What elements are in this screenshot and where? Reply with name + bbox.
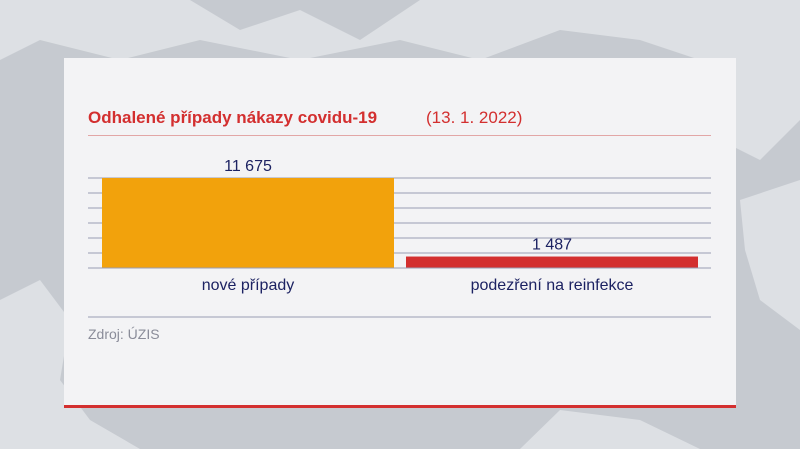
bars xyxy=(102,178,698,268)
chart-title: Odhalené případy nákazy covidu-19 xyxy=(88,108,378,127)
bar-2 xyxy=(406,256,698,268)
chart-card: Odhalené případy nákazy covidu-19 (13. 1… xyxy=(64,58,736,408)
source-note: Zdroj: ÚZIS xyxy=(88,326,160,342)
category-label: podezření na reinfekce xyxy=(471,277,634,294)
category-label: nové případy xyxy=(202,277,295,294)
chart-date: (13. 1. 2022) xyxy=(426,108,523,127)
value-label: 1 487 xyxy=(532,237,572,254)
bar-chart: 11 675 nové případy 1 487 podezření na rein… xyxy=(88,158,711,318)
card-bottom-line xyxy=(64,405,736,408)
title-divider xyxy=(88,135,711,136)
labels: 11 675 nové případy 1 487 podezření na rein… xyxy=(202,158,634,294)
value-label: 11 675 xyxy=(224,158,272,175)
bar-1 xyxy=(102,178,394,268)
